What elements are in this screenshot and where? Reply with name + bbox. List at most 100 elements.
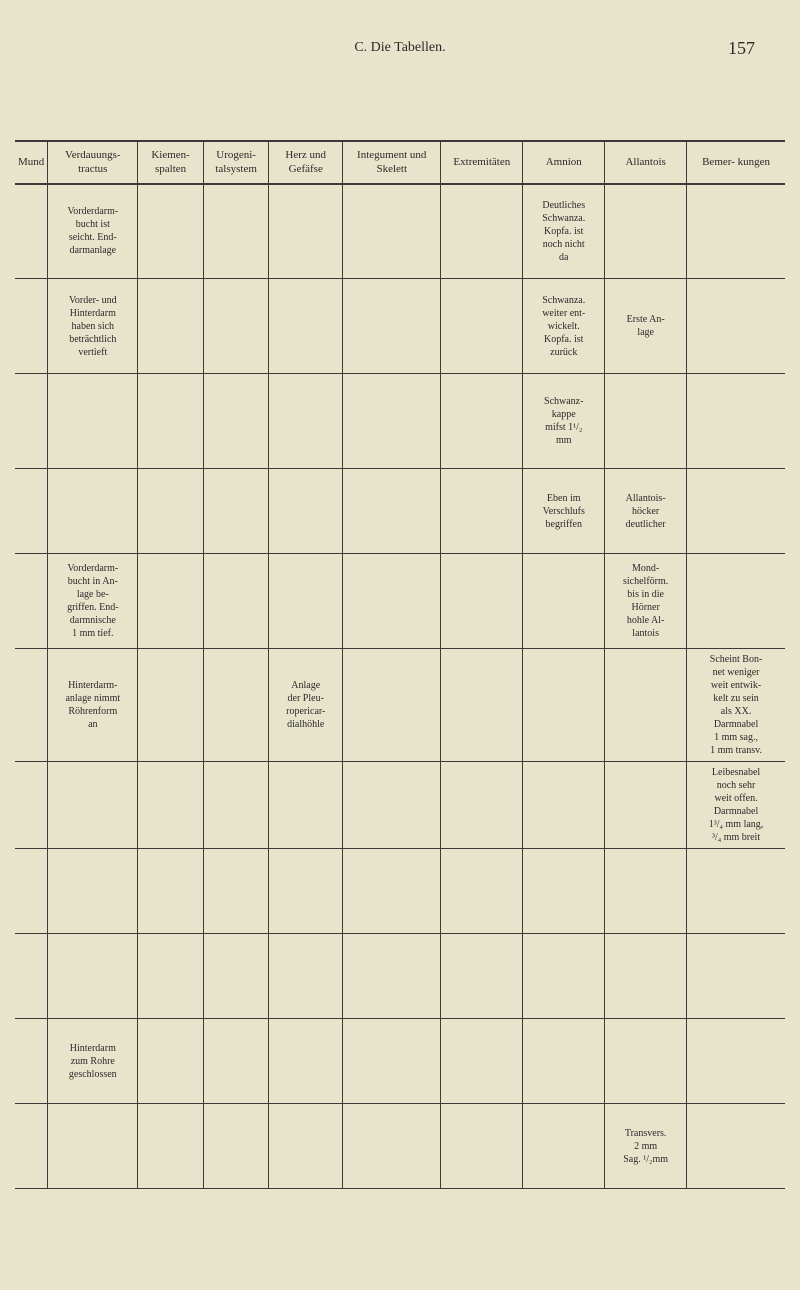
th-verdau: Verdauungs- tractus <box>48 141 138 184</box>
table-cell-bemer <box>687 849 785 934</box>
table-cell-bemer <box>687 469 785 554</box>
table-cell-integ <box>343 554 441 649</box>
table-cell-kiemen <box>138 849 204 934</box>
table-cell-mund <box>15 934 48 1019</box>
table-cell-verdau <box>48 762 138 849</box>
table-cell-verdau: Vorderdarm- bucht ist seicht. End- darma… <box>48 184 138 279</box>
table-cell-amnion <box>523 762 605 849</box>
table-cell-integ <box>343 469 441 554</box>
table-cell-urogeni <box>203 1019 269 1104</box>
table-cell-bemer: Scheint Bon- net weniger weit entwik- ke… <box>687 649 785 762</box>
table-row: Schwanz- kappe mifst 1¹/₂ mm <box>15 374 785 469</box>
table-cell-allan: Mond- sichelförm. bis in die Hörner hohl… <box>605 554 687 649</box>
th-mund: Mund <box>15 141 48 184</box>
table-cell-extrem <box>441 934 523 1019</box>
table-cell-verdau <box>48 374 138 469</box>
table-cell-kiemen <box>138 762 204 849</box>
table-row: Transvers. 2 mm Sag. ¹/₂mm <box>15 1104 785 1189</box>
table-cell-allan: Allantois- höcker deutlicher <box>605 469 687 554</box>
table-cell-integ <box>343 762 441 849</box>
table-cell-herz <box>269 374 343 469</box>
table-cell-allan <box>605 1019 687 1104</box>
table-cell-herz <box>269 469 343 554</box>
th-bemer: Bemer- kungen <box>687 141 785 184</box>
page-number: 157 <box>728 38 755 59</box>
table-cell-amnion <box>523 849 605 934</box>
table-cell-integ <box>343 849 441 934</box>
th-integ: Integument und Skelett <box>343 141 441 184</box>
table-cell-urogeni <box>203 762 269 849</box>
table-cell-kiemen <box>138 279 204 374</box>
th-urogeni: Urogeni- talsystem <box>203 141 269 184</box>
table-cell-herz <box>269 279 343 374</box>
table-cell-amnion <box>523 554 605 649</box>
table-cell-kiemen <box>138 1019 204 1104</box>
table-cell-herz <box>269 934 343 1019</box>
th-allan: Allantois <box>605 141 687 184</box>
table-row: Leibesnabel noch sehr weit offen. Darmna… <box>15 762 785 849</box>
table-cell-urogeni <box>203 554 269 649</box>
table-cell-herz: Anlage der Pleu- ropericar- dialhöhle <box>269 649 343 762</box>
table-cell-integ <box>343 934 441 1019</box>
th-herz: Herz und Gefäfse <box>269 141 343 184</box>
table-cell-allan <box>605 374 687 469</box>
table-cell-bemer <box>687 184 785 279</box>
table-cell-bemer: Leibesnabel noch sehr weit offen. Darmna… <box>687 762 785 849</box>
th-amnion: Amnion <box>523 141 605 184</box>
table-cell-allan: Erste An- lage <box>605 279 687 374</box>
table-cell-integ <box>343 1019 441 1104</box>
table-cell-bemer <box>687 279 785 374</box>
table-cell-urogeni <box>203 469 269 554</box>
table-cell-mund <box>15 849 48 934</box>
table-cell-urogeni <box>203 649 269 762</box>
data-table: Mund Verdauungs- tractus Kiemen- spalten… <box>15 140 785 1189</box>
table-cell-allan: Transvers. 2 mm Sag. ¹/₂mm <box>605 1104 687 1189</box>
table-cell-extrem <box>441 469 523 554</box>
table-cell-integ <box>343 184 441 279</box>
table-row: Vorderdarm- bucht ist seicht. End- darma… <box>15 184 785 279</box>
table-cell-integ <box>343 279 441 374</box>
table-cell-verdau: Vorderdarm- bucht in An- lage be- griffe… <box>48 554 138 649</box>
table-cell-herz <box>269 762 343 849</box>
table-cell-extrem <box>441 649 523 762</box>
table-cell-extrem <box>441 184 523 279</box>
table-cell-urogeni <box>203 374 269 469</box>
table-cell-kiemen <box>138 374 204 469</box>
table-cell-urogeni <box>203 934 269 1019</box>
table-cell-herz <box>269 1019 343 1104</box>
table-cell-amnion: Eben im Verschlufs begriffen <box>523 469 605 554</box>
table-row: Vorderdarm- bucht in An- lage be- griffe… <box>15 554 785 649</box>
table-body: Vorderdarm- bucht ist seicht. End- darma… <box>15 184 785 1189</box>
table-cell-amnion: Deutliches Schwanza. Kopfa. ist noch nic… <box>523 184 605 279</box>
table-cell-urogeni <box>203 184 269 279</box>
table-cell-bemer <box>687 1104 785 1189</box>
table-cell-allan <box>605 849 687 934</box>
table-cell-extrem <box>441 554 523 649</box>
table-cell-herz <box>269 184 343 279</box>
table-cell-kiemen <box>138 934 204 1019</box>
table-cell-mund <box>15 762 48 849</box>
table-cell-mund <box>15 554 48 649</box>
table-row: Hinterdarm- anlage nimmt Röhrenform anAn… <box>15 649 785 762</box>
table-cell-mund <box>15 184 48 279</box>
table-cell-verdau <box>48 469 138 554</box>
table-cell-amnion: Schwanza. weiter ent- wickelt. Kopfa. is… <box>523 279 605 374</box>
table-cell-extrem <box>441 849 523 934</box>
table-cell-integ <box>343 649 441 762</box>
table-cell-bemer <box>687 1019 785 1104</box>
table-cell-allan <box>605 762 687 849</box>
table-cell-herz <box>269 1104 343 1189</box>
table-cell-verdau <box>48 934 138 1019</box>
table-cell-mund <box>15 1019 48 1104</box>
table-cell-amnion <box>523 649 605 762</box>
table-cell-mund <box>15 649 48 762</box>
table-cell-verdau: Vorder- und Hinterdarm haben sich beträc… <box>48 279 138 374</box>
table-cell-herz <box>269 554 343 649</box>
table-cell-allan <box>605 649 687 762</box>
table-cell-integ <box>343 1104 441 1189</box>
table-cell-extrem <box>441 1104 523 1189</box>
table-cell-mund <box>15 279 48 374</box>
table-cell-herz <box>269 849 343 934</box>
table-cell-kiemen <box>138 184 204 279</box>
table-cell-integ <box>343 374 441 469</box>
